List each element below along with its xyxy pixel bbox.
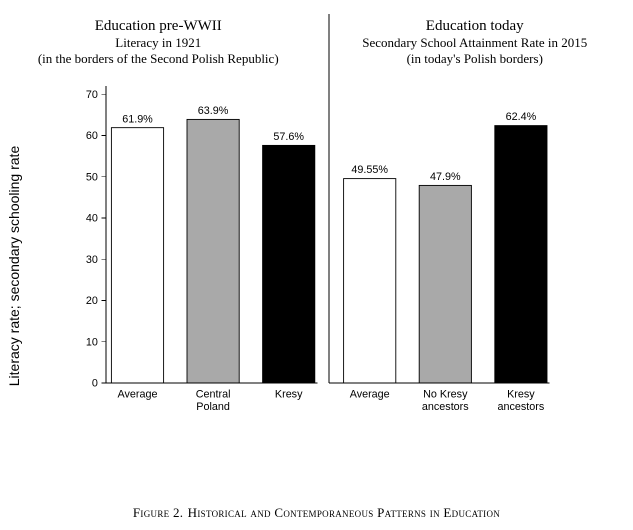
figure-caption: Figure 2. Historical and Contemporaneous…	[0, 504, 633, 522]
bar-category-label: Central	[196, 388, 231, 400]
bar-value-label: 61.9%	[122, 113, 153, 125]
bar-value-label: 49.55%	[351, 164, 388, 176]
bar-category-label: Kresy	[507, 388, 535, 400]
bar	[495, 126, 547, 383]
header-right: Education today Secondary School Attainm…	[317, 18, 633, 66]
header-left-sub2: (in the borders of the Second Polish Rep…	[0, 51, 317, 67]
header-left: Education pre-WWII Literacy in 1921 (in …	[0, 18, 317, 66]
plot-area: 0 10 20 30 40 50 60 70 61.9% Average 63.9% CentralP…	[80, 86, 600, 446]
header-right-sub1: Secondary School Attainment Rate in 2015	[317, 35, 633, 51]
bar	[111, 128, 163, 383]
figure-container: Education pre-WWII Literacy in 1921 (in …	[0, 0, 633, 530]
header-row: Education pre-WWII Literacy in 1921 (in …	[0, 18, 633, 66]
y-tick-label: 70	[86, 89, 98, 101]
bar-value-label: 47.9%	[430, 171, 461, 183]
bar-category-label: ancestors	[498, 401, 545, 413]
y-tick-label: 10	[86, 336, 98, 348]
y-tick-label: 30	[86, 254, 98, 266]
bar	[263, 145, 315, 383]
bar	[419, 185, 471, 383]
bar-category-label: Kresy	[275, 388, 303, 400]
bar-value-label: 62.4%	[506, 111, 537, 123]
y-tick-label: 0	[92, 378, 98, 390]
bar-category-label: Average	[350, 388, 390, 400]
header-left-title: Education pre-WWII	[0, 18, 317, 35]
bar-category-label: No Kresy	[423, 388, 468, 400]
header-left-sub1: Literacy in 1921	[0, 35, 317, 51]
y-tick-label: 40	[86, 213, 98, 225]
bar	[187, 119, 239, 383]
y-tick-label: 60	[86, 130, 98, 142]
header-right-sub2: (in today's Polish borders)	[317, 51, 633, 67]
bar-category-label: Average	[118, 388, 158, 400]
y-tick-label: 20	[86, 295, 98, 307]
caption-figure-number: Figure 2.	[133, 505, 183, 520]
bar-value-label: 57.6%	[273, 131, 304, 143]
bar-category-label: ancestors	[422, 401, 469, 413]
bar	[344, 179, 396, 383]
bar-category-label: Poland	[196, 401, 230, 413]
caption-text: Historical and Contemporaneous Patterns …	[188, 505, 500, 520]
bar-value-label: 63.9%	[198, 105, 229, 117]
y-tick-label: 50	[86, 171, 98, 183]
y-axis-label: Literacy rate; secondary schooling rate	[6, 146, 22, 386]
header-right-title: Education today	[317, 18, 633, 35]
